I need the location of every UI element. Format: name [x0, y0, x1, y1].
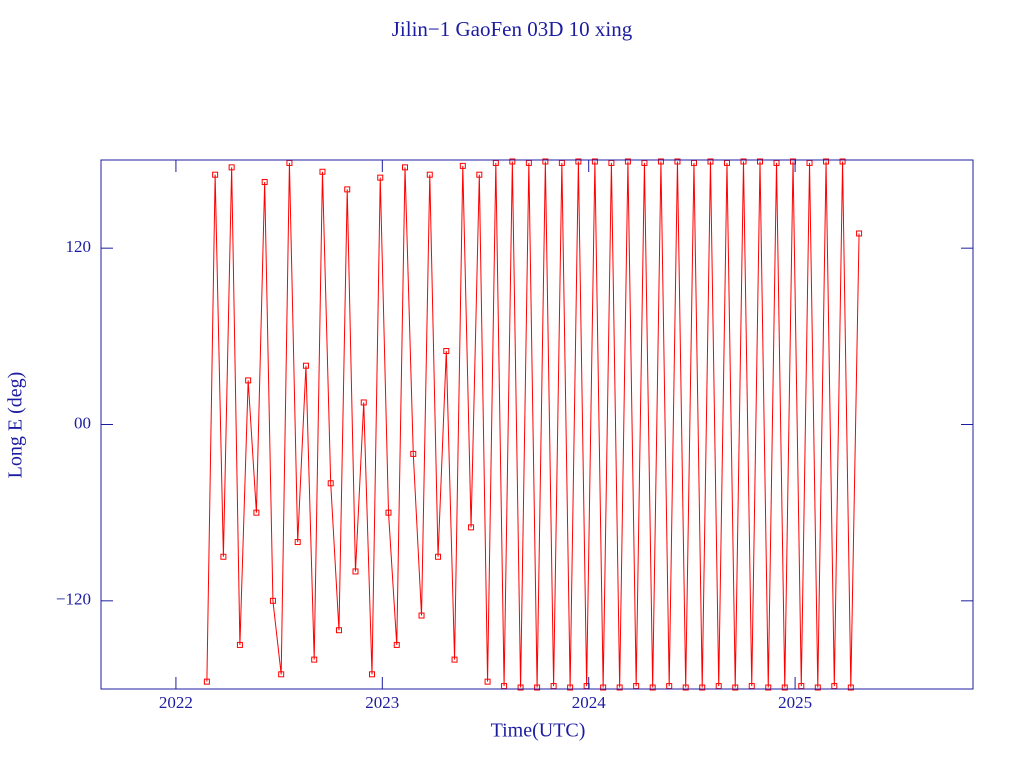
data-point [509, 158, 516, 165]
data-point [269, 597, 276, 604]
data-point [600, 684, 607, 691]
data-point [212, 171, 219, 178]
data-point [624, 158, 631, 165]
data-point [335, 627, 342, 634]
data-point [435, 553, 442, 560]
data-point [228, 164, 235, 171]
data-point [278, 671, 285, 678]
data-point [517, 684, 524, 691]
data-point [368, 671, 375, 678]
data-point [765, 684, 772, 691]
y-tick-label: 120 [66, 237, 92, 256]
data-point [674, 158, 681, 165]
data-point [302, 362, 309, 369]
data-point [236, 641, 243, 648]
data-point [757, 158, 764, 165]
data-point [476, 171, 483, 178]
data-point [567, 684, 574, 691]
data-point [856, 230, 863, 237]
y-axis-label: Long E (deg) [5, 372, 27, 479]
data-point [319, 168, 326, 175]
x-tick-label: 2023 [365, 693, 399, 712]
data-point [468, 524, 475, 531]
data-point [402, 164, 409, 171]
data-point [847, 684, 854, 691]
data-point [377, 174, 384, 181]
data-point [261, 179, 268, 186]
data-point [294, 539, 301, 546]
data-point [699, 684, 706, 691]
data-point [245, 377, 252, 384]
data-point [385, 509, 392, 516]
data-point [393, 641, 400, 648]
data-point [327, 480, 334, 487]
data-point [649, 684, 656, 691]
data-point [426, 171, 433, 178]
data-point [344, 186, 351, 193]
data-point [360, 399, 367, 406]
data-point [451, 656, 458, 663]
data-point [352, 568, 359, 575]
data-point [732, 684, 739, 691]
data-point [443, 348, 450, 355]
data-point [418, 612, 425, 619]
data-point [459, 162, 466, 169]
x-axis-label: Time(UTC) [491, 720, 586, 742]
data-point [575, 158, 582, 165]
data-point [707, 158, 714, 165]
data-point [839, 158, 846, 165]
y-tick-label: 00 [74, 413, 91, 432]
data-point [311, 656, 318, 663]
x-tick-label: 2024 [572, 693, 607, 712]
data-point [781, 684, 788, 691]
data-point [591, 158, 598, 165]
y-tick-label: −120 [56, 590, 91, 609]
data-point [740, 158, 747, 165]
x-tick-label: 2025 [778, 693, 812, 712]
plot-frame [100, 159, 974, 690]
data-point [616, 684, 623, 691]
data-point [682, 684, 689, 691]
data-point [534, 684, 541, 691]
data-point [814, 684, 821, 691]
data-point [657, 158, 664, 165]
data-point [823, 158, 830, 165]
data-point [203, 678, 210, 685]
x-tick-label: 2022 [159, 693, 193, 712]
data-point [542, 158, 549, 165]
data-point [410, 450, 417, 457]
data-line [206, 161, 860, 688]
chart-title: Jilin−1 GaoFen 03D 10 xing [392, 17, 633, 41]
data-point [484, 678, 491, 685]
data-point [220, 553, 227, 560]
data-point [253, 509, 260, 516]
